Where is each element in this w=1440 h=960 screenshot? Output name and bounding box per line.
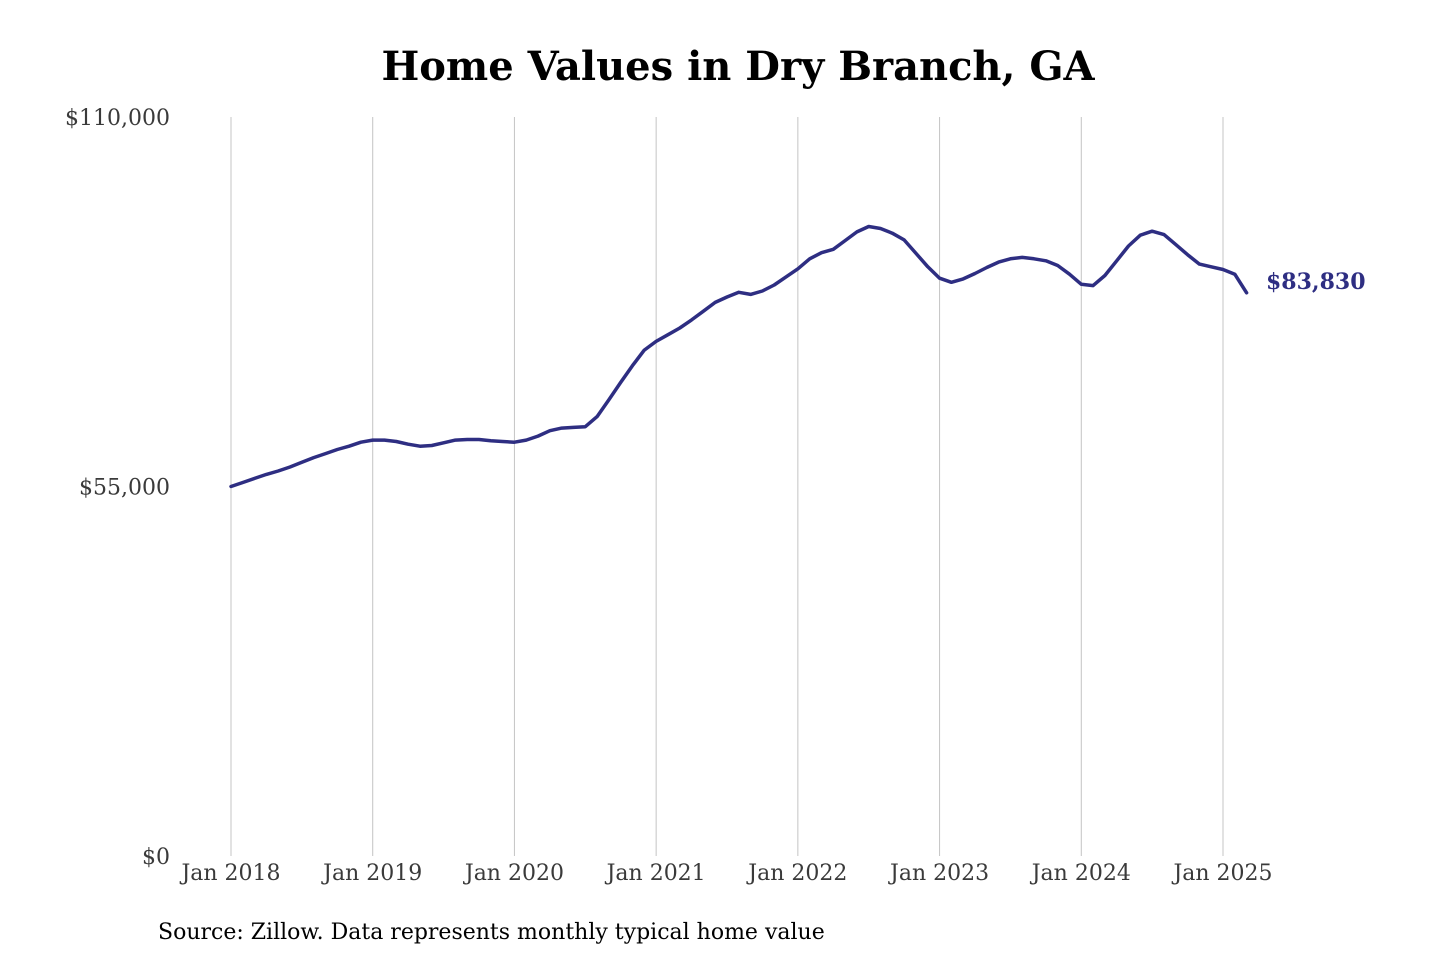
x-axis-ticks: Jan 2018 Jan 2019 Jan 2020 Jan 2021 Jan 2022… <box>179 861 1272 886</box>
series-layer <box>229 224 1249 489</box>
x-tick-label: Jan 2018 <box>179 861 280 886</box>
x-tick-label: Jan 2025 <box>1171 861 1272 886</box>
vertical-gridlines <box>230 117 1224 856</box>
latest-value-label: $83,830 <box>1266 269 1366 295</box>
x-tick-label: Jan 2020 <box>463 861 564 886</box>
x-tick-label: Jan 2019 <box>321 861 422 886</box>
chart-title: Home Values in Dry Branch, GA <box>381 43 1095 90</box>
x-tick-label: Jan 2024 <box>1030 861 1131 886</box>
source-note: Source: Zillow. Data represents monthly … <box>158 920 825 945</box>
y-tick-label: $110,000 <box>65 106 170 131</box>
x-tick-label: Jan 2022 <box>746 861 847 886</box>
x-tick-label: Jan 2023 <box>888 861 989 886</box>
home-value-line <box>229 224 1249 489</box>
y-tick-label: $0 <box>142 845 170 870</box>
y-axis-ticks: $0 $55,000 $110,000 <box>65 106 170 870</box>
y-tick-label: $55,000 <box>79 476 170 501</box>
x-tick-label: Jan 2021 <box>605 861 706 886</box>
